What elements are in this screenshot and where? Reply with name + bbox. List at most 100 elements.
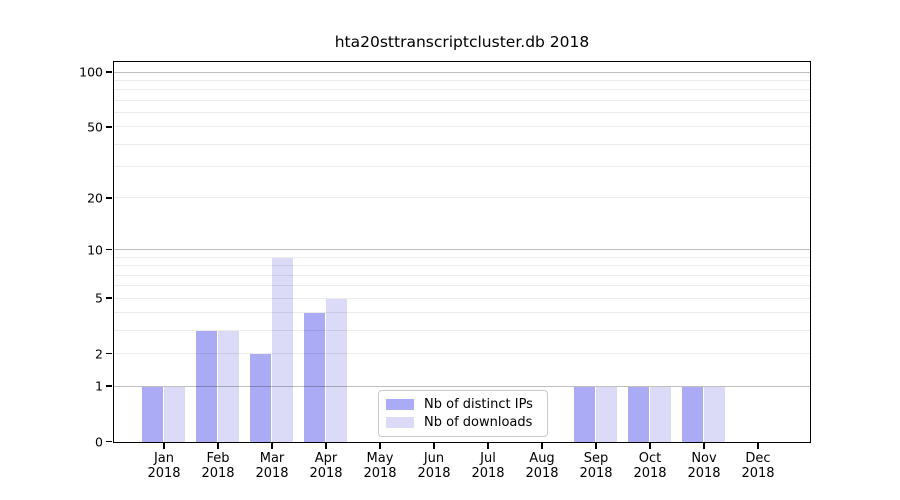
- y-tick-label: 0: [95, 434, 103, 449]
- legend-swatch-downloads-icon: [386, 417, 414, 428]
- gridline-major: [113, 71, 810, 73]
- gridline-minor: [113, 166, 810, 168]
- x-tick-month: Jan: [153, 451, 175, 466]
- y-tick-mark: [106, 126, 112, 128]
- y-tick-mark: [106, 71, 112, 73]
- x-tick-mark: [703, 443, 705, 449]
- x-tick-month: Jul: [480, 451, 496, 466]
- y-tick-label: 50: [87, 119, 103, 135]
- y-tick-label: 5: [95, 290, 103, 306]
- gridline-minor: [113, 197, 810, 199]
- gridline-minor: [113, 143, 810, 145]
- bar-distinct-ips: [141, 386, 164, 442]
- y-tick-label: 20: [87, 190, 103, 206]
- x-tick-label: Jun 2018: [399, 451, 469, 482]
- gridline-minor: [113, 312, 810, 314]
- x-tick-month: Oct: [638, 451, 662, 466]
- x-tick-mark: [649, 443, 651, 449]
- bar-distinct-ips: [303, 313, 326, 442]
- x-tick-year: 2018: [633, 465, 667, 481]
- legend-item-distinct-ips: Nb of distinct IPs: [386, 397, 539, 412]
- bar-downloads: [703, 386, 726, 442]
- x-tick-label: Aug 2018: [507, 451, 577, 482]
- x-tick-mark: [487, 443, 489, 449]
- gridline-minor: [113, 80, 810, 82]
- gridline-minor: [113, 126, 810, 128]
- chart-title: hta20sttranscriptcluster.db 2018: [334, 33, 590, 51]
- x-tick-mark: [163, 443, 165, 449]
- x-tick-month: Mar: [259, 451, 285, 466]
- x-tick-year: 2018: [147, 465, 181, 481]
- x-tick-year: 2018: [309, 465, 343, 481]
- x-tick-mark: [433, 443, 435, 449]
- x-tick-mark: [379, 443, 381, 449]
- bar-downloads: [649, 386, 672, 442]
- x-tick-year: 2018: [741, 465, 775, 481]
- y-tick-mark: [106, 352, 112, 355]
- gridline-minor: [113, 99, 810, 101]
- x-tick-mark: [217, 443, 219, 449]
- bar-downloads: [217, 331, 240, 442]
- x-tick-year: 2018: [201, 465, 235, 481]
- x-tick-label: Sep 2018: [561, 451, 631, 482]
- legend-item-downloads: Nb of downloads: [386, 415, 539, 430]
- y-tick-mark: [106, 197, 112, 199]
- plot-area: [112, 61, 811, 443]
- x-tick-year: 2018: [255, 465, 289, 481]
- x-tick-label: Dec 2018: [723, 451, 793, 482]
- bar-distinct-ips: [573, 386, 596, 442]
- x-tick-month: Sep: [583, 451, 609, 466]
- x-tick-month: Feb: [206, 451, 230, 466]
- gridline-minor: [113, 353, 810, 355]
- x-tick-year: 2018: [525, 465, 559, 481]
- x-tick-year: 2018: [417, 465, 451, 481]
- x-tick-year: 2018: [471, 465, 505, 481]
- y-tick-label: 1: [95, 378, 103, 394]
- gridline-minor: [113, 112, 810, 114]
- gridline-major: [113, 385, 810, 387]
- y-tick-label: 10: [87, 242, 103, 258]
- x-tick-label: Apr 2018: [291, 451, 361, 482]
- bar-downloads: [271, 257, 294, 442]
- gridline-minor: [113, 89, 810, 91]
- legend-swatch-distinct-ips-icon: [386, 399, 414, 410]
- x-tick-mark: [595, 443, 597, 449]
- gridline-minor: [113, 274, 810, 276]
- x-tick-month: Aug: [529, 451, 555, 466]
- bar-downloads: [595, 386, 618, 442]
- bar-distinct-ips: [195, 331, 218, 442]
- gridline-minor: [113, 265, 810, 267]
- bar-distinct-ips: [627, 386, 650, 442]
- legend-label-distinct-ips: Nb of distinct IPs: [424, 397, 533, 412]
- x-tick-year: 2018: [363, 465, 397, 481]
- legend: Nb of distinct IPs Nb of downloads: [378, 390, 548, 437]
- gridline-minor: [113, 256, 810, 258]
- x-tick-label: Feb 2018: [183, 451, 253, 482]
- bar-downloads: [325, 298, 348, 442]
- y-tick-label: 100: [79, 64, 103, 80]
- y-tick-mark: [106, 297, 112, 299]
- y-tick-mark: [106, 440, 112, 443]
- x-tick-month: Dec: [745, 451, 771, 466]
- x-tick-label: Jan 2018: [129, 451, 199, 482]
- x-tick-label: Nov 2018: [669, 451, 739, 482]
- x-tick-month: Nov: [691, 451, 717, 466]
- x-tick-year: 2018: [687, 465, 721, 481]
- x-tick-year: 2018: [579, 465, 613, 481]
- x-tick-label: Mar 2018: [237, 451, 307, 482]
- y-tick-mark: [106, 385, 112, 387]
- x-tick-mark: [271, 443, 273, 449]
- y-tick-label: 2: [95, 346, 103, 362]
- gridline-major: [113, 249, 810, 251]
- x-tick-label: Jul 2018: [453, 451, 523, 482]
- gridline-minor: [113, 330, 810, 332]
- x-tick-label: May 2018: [345, 451, 415, 482]
- x-tick-month: Jun: [423, 451, 445, 466]
- x-tick-label: Oct 2018: [615, 451, 685, 482]
- gridline-minor: [113, 297, 810, 299]
- bar-distinct-ips: [249, 354, 272, 442]
- x-tick-mark: [541, 443, 543, 449]
- bar-downloads: [163, 386, 186, 442]
- y-tick-mark: [106, 248, 112, 251]
